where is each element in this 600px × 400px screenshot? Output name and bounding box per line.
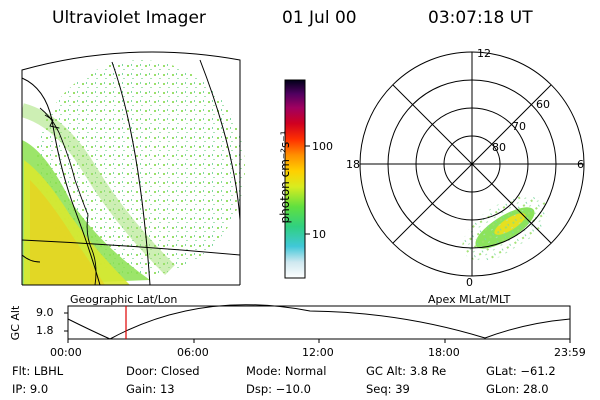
colorbar-ticks [305,145,310,235]
ip-info: IP: 9.0 [12,382,49,396]
colorbar-tick-100: 100 [312,140,333,153]
altitude-xtick-0: 00:00 [50,346,82,359]
altitude-plot [64,304,571,343]
door-info: Door: Closed [126,364,200,378]
altitude-xtick-3: 18:00 [428,346,460,359]
mlt-label-18: 18 [346,158,360,171]
coastline [21,107,97,286]
geographic-image [22,60,245,285]
altitude-ylabel: GC Alt [9,305,22,341]
lat-label-80: 80 [492,141,506,154]
instrument-title: Ultraviolet Imager [52,8,206,28]
altitude-ytick-low: 1.8 [36,324,54,337]
polar-aurora [462,195,548,261]
altitude-ytick-high: 9.0 [36,306,54,319]
dsp-info: Dsp: −10.0 [246,382,311,396]
mlt-label-12: 12 [477,47,491,60]
gain-info: Gain: 13 [126,382,175,396]
mlt-label-6: 6 [577,158,584,171]
geographic-caption: Geographic Lat/Lon [70,293,178,306]
time-label: 03:07:18 UT [428,8,533,28]
mode-info: Mode: Normal [246,364,327,378]
glon-info: GLon: 28.0 [486,382,549,396]
apex-caption: Apex MLat/MLT [428,293,511,306]
filter-info: Flt: LBHL [12,364,64,378]
colorbar-unit-label: photon cm⁻²s⁻¹ [278,130,292,224]
colorbar [284,79,306,279]
lat-label-70: 70 [512,120,526,133]
glat-info: GLat: −61.2 [486,364,556,378]
colorbar-tick-10: 10 [312,228,326,241]
lat-label-60: 60 [536,98,550,111]
geographic-grid [21,51,241,286]
altitude-xtick-4: 23:59 [554,346,586,359]
altitude-xtick-1: 06:00 [177,346,209,359]
polar-grid [359,51,585,277]
mlt-label-0: 0 [466,276,473,289]
date-label: 01 Jul 00 [282,8,357,28]
gcalt-info: GC Alt: 3.8 Re [366,364,447,378]
seq-info: Seq: 39 [366,382,410,396]
altitude-xtick-2: 12:00 [302,346,334,359]
